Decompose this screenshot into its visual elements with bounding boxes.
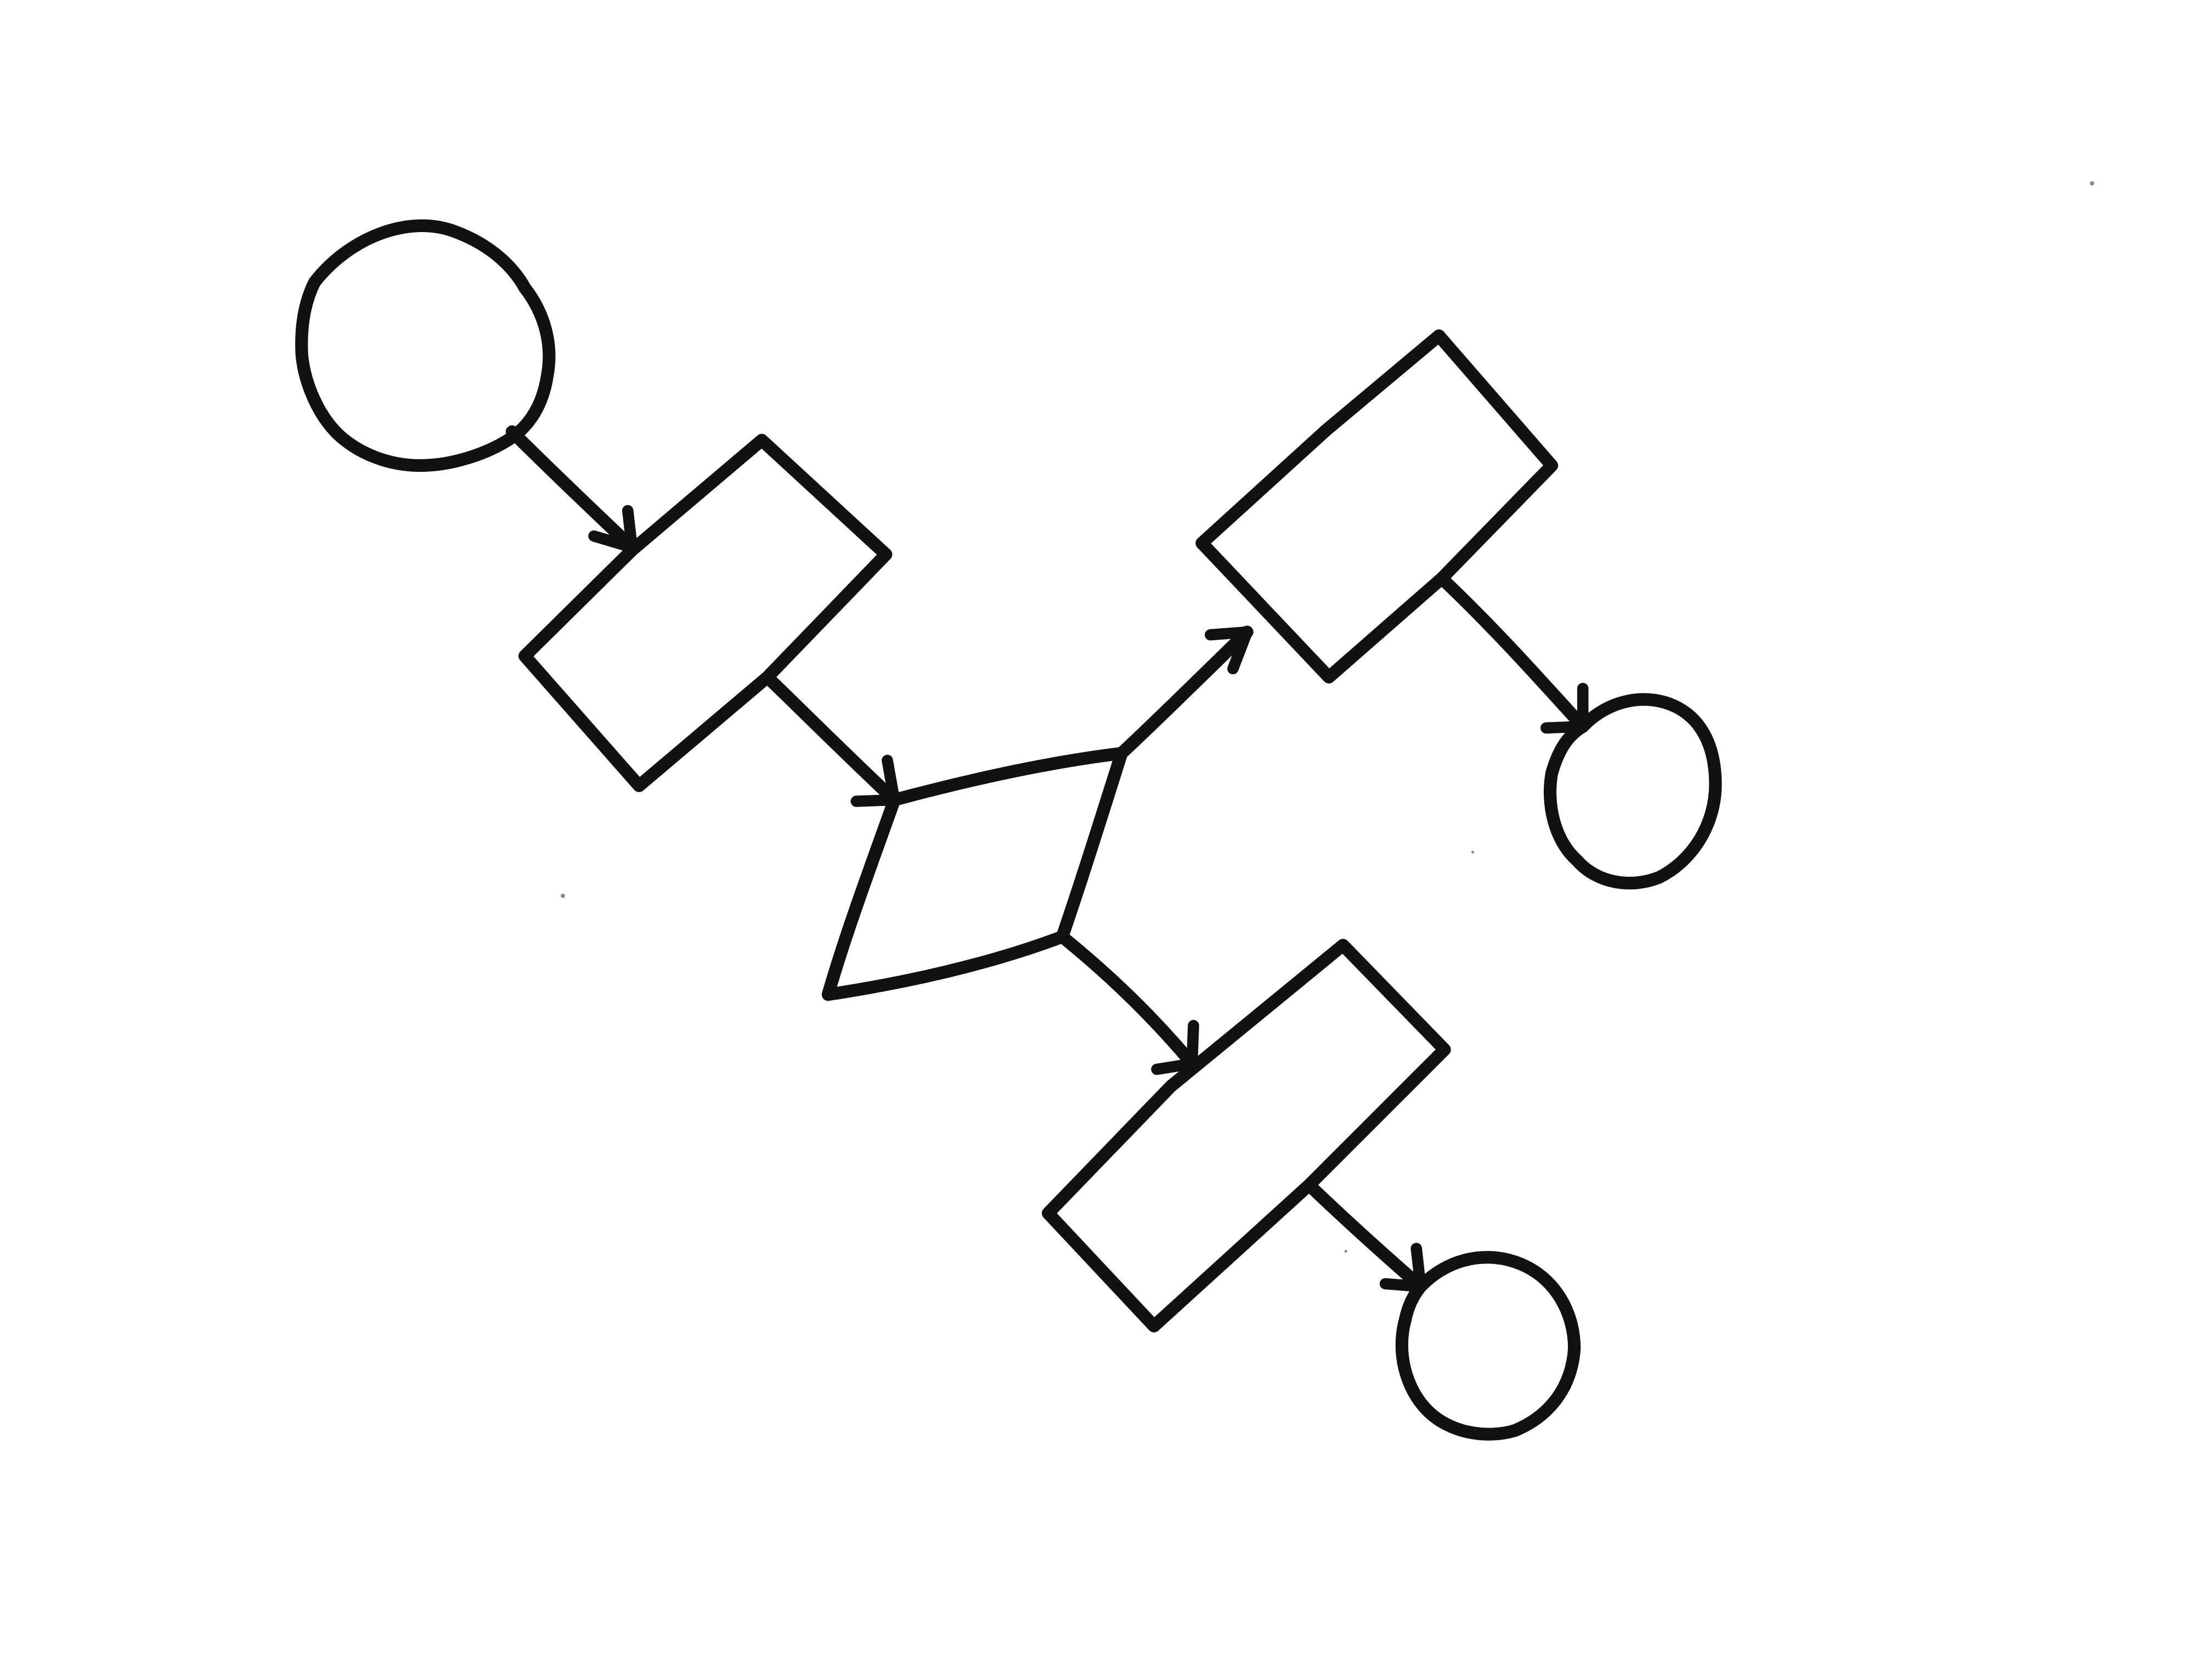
process-lower-rect (1042, 939, 1451, 1333)
process-1-rect (518, 433, 893, 792)
decision-parallelogram (821, 747, 1128, 1001)
paper-speck (561, 894, 565, 898)
arrow-start-to-process-1 (505, 425, 639, 554)
process-upper-rect (1195, 329, 1559, 684)
arrowhead-process-upper (1205, 626, 1253, 675)
paper-speck (1344, 1250, 1347, 1253)
end-lower-circle (1395, 1251, 1581, 1441)
arrow-process-1-to-decision (761, 670, 901, 806)
end-upper-circle (1543, 693, 1722, 890)
arrow-process-upper-to-end-upper (1435, 572, 1589, 733)
paper-speck (1471, 850, 1475, 854)
arrow-decision-to-process-lower (1056, 930, 1199, 1070)
paper-speck (2090, 181, 2095, 186)
arrow-process-lower-to-end-lower (1302, 1178, 1427, 1293)
arrow-decision-to-process-upper (1115, 625, 1254, 760)
